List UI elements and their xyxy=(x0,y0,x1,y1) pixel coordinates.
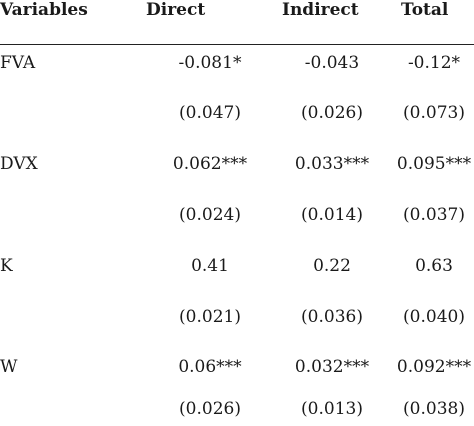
cell-indirect: 0.22 xyxy=(313,256,351,276)
row-variable: DVX xyxy=(0,154,38,174)
table-row: FVA -0.081* -0.043 -0.12* xyxy=(0,46,474,80)
cell-indirect: (0.014) xyxy=(301,205,363,225)
cell-indirect: 0.033*** xyxy=(294,154,370,174)
row-variable: FVA xyxy=(0,53,36,73)
table-row: (0.024) (0.014) (0.037) xyxy=(0,198,474,232)
cell-indirect: (0.013) xyxy=(301,399,363,419)
cell-indirect: (0.026) xyxy=(301,103,363,123)
table-header: Variables Direct Indirect Total xyxy=(0,0,474,45)
cell-total: 0.63 xyxy=(415,256,453,276)
cell-total: (0.037) xyxy=(403,205,465,225)
row-variable: W xyxy=(0,357,18,377)
cell-indirect: 0.032*** xyxy=(294,357,370,377)
cell-direct: 0.062*** xyxy=(172,154,248,174)
cell-total: 0.092*** xyxy=(396,357,472,377)
cell-direct: (0.024) xyxy=(179,205,241,225)
table-row: W 0.06*** 0.032*** 0.092*** xyxy=(0,350,474,384)
header-total: Total xyxy=(401,0,449,20)
row-variable: K xyxy=(0,256,13,276)
table-row: (0.021) (0.036) (0.040) xyxy=(0,300,474,334)
cell-direct: -0.081* xyxy=(178,53,242,73)
cell-direct: 0.41 xyxy=(191,256,229,276)
cell-indirect: -0.043 xyxy=(304,53,360,73)
table-row: K 0.41 0.22 0.63 xyxy=(0,249,474,283)
cell-indirect: (0.036) xyxy=(301,307,363,327)
table-row: (0.026) (0.013) (0.038) xyxy=(0,392,474,426)
table-row: DVX 0.062*** 0.033*** 0.095*** xyxy=(0,147,474,181)
cell-total: (0.038) xyxy=(403,399,465,419)
table-row: (0.047) (0.026) (0.073) xyxy=(0,96,474,130)
cell-total: (0.073) xyxy=(403,103,465,123)
cell-total: -0.12* xyxy=(407,53,461,73)
cell-direct: (0.026) xyxy=(179,399,241,419)
cell-total: (0.040) xyxy=(403,307,465,327)
header-indirect: Indirect xyxy=(282,0,359,20)
cell-total: 0.095*** xyxy=(396,154,472,174)
cell-direct: (0.021) xyxy=(179,307,241,327)
header-variables: Variables xyxy=(0,0,88,20)
cell-direct: (0.047) xyxy=(179,103,241,123)
cell-direct: 0.06*** xyxy=(178,357,242,377)
header-direct: Direct xyxy=(146,0,206,20)
